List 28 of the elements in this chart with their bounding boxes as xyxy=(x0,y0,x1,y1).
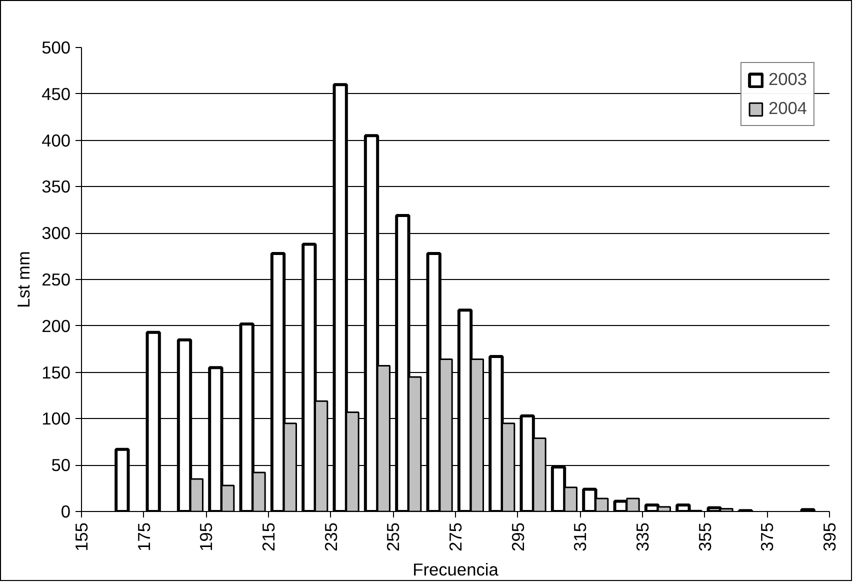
y-tick-label: 100 xyxy=(42,408,71,429)
legend-label: 2004 xyxy=(768,98,807,119)
x-tick-label: 235 xyxy=(320,522,341,552)
y-tick-label: 50 xyxy=(51,455,71,476)
y-tick-label: 450 xyxy=(42,84,71,104)
x-tick-label: 295 xyxy=(508,522,528,552)
x-tick-label: 155 xyxy=(72,522,92,552)
y-tick-label: 400 xyxy=(42,130,71,150)
x-tick-label: 195 xyxy=(196,522,216,552)
y-axis-title: Lst mm xyxy=(14,251,34,308)
x-tick-label: 175 xyxy=(134,522,154,552)
y-tick-label: 250 xyxy=(42,270,71,290)
x-tick-label: 395 xyxy=(820,522,840,552)
x-tick-label: 215 xyxy=(258,522,278,552)
x-tick-label: 375 xyxy=(757,522,778,552)
x-axis-title: Frecuencia xyxy=(412,559,499,580)
y-tick-label: 350 xyxy=(42,176,71,197)
y-tick-label: 150 xyxy=(42,362,71,382)
y-tick-label: 500 xyxy=(42,38,71,58)
y-tick-label: 300 xyxy=(42,223,71,244)
legend-label: 2003 xyxy=(768,69,807,90)
x-tick-label: 355 xyxy=(694,522,715,552)
x-tick-label: 315 xyxy=(570,522,590,552)
x-tick-label: 275 xyxy=(446,522,466,552)
y-tick-label: 0 xyxy=(60,502,71,522)
x-tick-label: 255 xyxy=(383,522,404,552)
x-tick-label: 335 xyxy=(632,522,652,552)
y-tick-label: 200 xyxy=(42,316,71,336)
